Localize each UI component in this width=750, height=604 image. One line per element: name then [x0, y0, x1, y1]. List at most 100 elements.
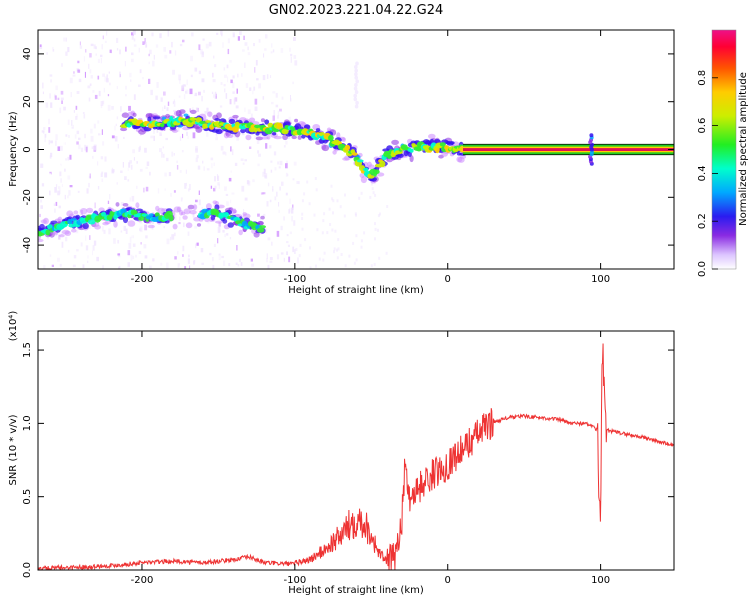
- noise-speck: [76, 141, 79, 145]
- noise-speck: [237, 36, 240, 41]
- noise-speck: [108, 228, 111, 235]
- noise-speck: [46, 235, 50, 240]
- noise-speck: [97, 206, 100, 211]
- noise-speck: [214, 176, 216, 182]
- noise-speck: [54, 95, 57, 100]
- track-lower-mid: [164, 220, 170, 224]
- noise-speck: [229, 60, 232, 63]
- track-lower-core: [259, 225, 266, 229]
- noise-speck: [108, 71, 110, 74]
- noise-speck: [131, 52, 134, 56]
- noise-speck: [205, 43, 209, 49]
- noise-speck: [202, 38, 205, 41]
- noise-speck: [201, 78, 205, 83]
- noise-speck: [189, 108, 192, 113]
- noise-speck: [85, 49, 87, 53]
- noise-speck: [60, 178, 62, 183]
- noise-speck: [205, 76, 209, 80]
- line-blip: [589, 133, 594, 138]
- noise-speck: [109, 222, 111, 226]
- noise-speck: [136, 264, 139, 268]
- noise-speck: [283, 187, 287, 193]
- noise-speck: [209, 252, 212, 256]
- noise-speck: [270, 160, 273, 163]
- noise-speck: [88, 63, 90, 69]
- track-lower-halo: [80, 208, 88, 215]
- noise-speck: [138, 60, 142, 65]
- noise-speck: [178, 74, 181, 81]
- noise-speck: [94, 202, 96, 209]
- noise-speck: [149, 265, 152, 269]
- noise-speck: [98, 90, 101, 97]
- noise-speck: [173, 101, 176, 107]
- noise-speck: [206, 107, 209, 114]
- noise-speck: [162, 106, 164, 111]
- noise-speck: [244, 62, 246, 68]
- noise-speck: [224, 233, 226, 238]
- noise-speck: [128, 162, 131, 168]
- noise-speck: [329, 223, 332, 226]
- spectrogram-y-tick-label: 0: [22, 146, 33, 152]
- snr-axes: -200 -100 0 100 0.0 0.5 1.0 1.5: [22, 331, 674, 586]
- noise-speck: [64, 194, 66, 200]
- noise-speck: [43, 265, 46, 269]
- track-lower-core: [154, 212, 160, 217]
- noise-speck: [266, 74, 269, 79]
- noise-speck: [125, 38, 128, 44]
- noise-speck: [263, 53, 265, 58]
- noise-speck: [103, 229, 106, 234]
- noise-speck: [259, 180, 262, 185]
- noise-speck: [343, 214, 346, 218]
- noise-speck: [169, 50, 172, 54]
- noise-speck: [314, 177, 317, 180]
- noise-speck: [164, 105, 166, 109]
- noise-speck: [258, 153, 261, 157]
- track-upper-halo: [297, 135, 302, 140]
- noise-speck: [78, 78, 82, 83]
- noise-speck: [48, 127, 51, 133]
- noise-speck: [170, 55, 172, 59]
- noise-speck: [208, 41, 212, 47]
- noise-speck: [213, 162, 215, 166]
- noise-speck: [97, 161, 99, 166]
- noise-speck: [242, 162, 245, 165]
- noise-speck: [146, 161, 150, 166]
- noise-speck: [106, 69, 109, 74]
- noise-speck: [195, 107, 199, 112]
- noise-speck: [255, 60, 258, 66]
- noise-speck: [197, 33, 200, 36]
- noise-speck: [336, 256, 339, 260]
- noise-speck: [61, 100, 63, 104]
- noise-speck: [272, 186, 274, 191]
- noise-spike: [354, 83, 358, 87]
- noise-speck: [260, 132, 264, 136]
- noise-speck: [285, 172, 288, 177]
- noise-speck: [73, 231, 76, 236]
- noise-speck: [49, 74, 53, 77]
- noise-speck: [289, 107, 291, 112]
- track-upper-halo: [341, 137, 346, 143]
- noise-speck: [226, 188, 229, 192]
- spectrogram-y-tick-label: -40: [22, 237, 33, 253]
- noise-speck: [109, 49, 112, 54]
- noise-speck: [206, 132, 209, 137]
- track-upper-halo: [190, 109, 197, 114]
- noise-speck: [164, 54, 168, 59]
- noise-speck: [190, 74, 193, 78]
- noise-speck: [144, 147, 147, 153]
- noise-speck: [176, 160, 178, 164]
- noise-speck: [226, 233, 229, 236]
- track-upper-mid: [315, 128, 321, 132]
- noise-speck: [258, 39, 261, 43]
- noise-speck: [363, 231, 366, 235]
- track-upper-core: [373, 169, 380, 174]
- track-lower-halo: [104, 220, 111, 225]
- noise-speck: [125, 228, 128, 234]
- noise-speck: [203, 166, 205, 171]
- noise-speck: [76, 91, 80, 94]
- noise-speck: [281, 96, 284, 100]
- spectrogram-x-tick-label: -100: [283, 274, 306, 285]
- noise-speck: [258, 83, 261, 89]
- noise-speck: [217, 182, 220, 186]
- noise-speck: [196, 154, 199, 159]
